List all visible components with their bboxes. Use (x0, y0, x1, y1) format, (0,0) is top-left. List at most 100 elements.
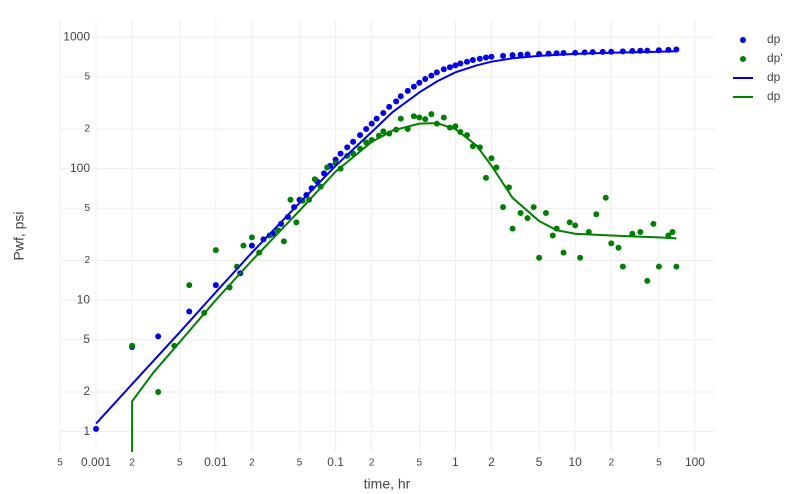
data-point (287, 196, 294, 203)
legend-label: dp (767, 89, 781, 103)
legend-label: dp (767, 32, 781, 46)
data-point (428, 72, 435, 79)
data-point (386, 103, 393, 110)
data-point (248, 234, 255, 241)
data-point (629, 230, 636, 237)
data-point (482, 54, 489, 61)
data-point (416, 79, 423, 86)
data-point (602, 194, 609, 201)
x-tick-label: 5 (177, 458, 183, 469)
y-axis-title: Pwf, psi (11, 211, 27, 260)
x-tick-label: 5 (417, 458, 423, 469)
data-point (488, 53, 495, 60)
y-tick-label: 10 (77, 292, 91, 306)
data-point (240, 242, 247, 249)
x-tick-label: 5 (57, 458, 63, 469)
data-point (577, 254, 584, 261)
data-point (397, 93, 404, 100)
data-point (566, 219, 573, 226)
y-tick-label: 1 (83, 424, 90, 438)
data-point (476, 55, 483, 62)
data-point (155, 333, 162, 340)
data-point (446, 64, 453, 71)
legend-item: dp (740, 32, 781, 46)
x-tick-label: 0.001 (81, 455, 111, 469)
legend-item: dp (733, 89, 781, 103)
y-tick-label: 100 (70, 161, 90, 175)
data-point (673, 263, 680, 270)
data-point (593, 211, 600, 218)
data-point (542, 209, 549, 216)
data-point (410, 83, 417, 90)
y-tick-label: 5 (84, 203, 90, 214)
y-tick-label: 1000 (63, 29, 90, 43)
data-point (509, 225, 516, 232)
data-point (380, 128, 387, 135)
data-point (464, 58, 471, 65)
data-point (549, 232, 556, 239)
y-tick-label: 5 (84, 71, 90, 82)
data-point (337, 150, 344, 157)
data-point (517, 51, 524, 58)
data-point (212, 247, 219, 254)
data-point (350, 138, 357, 145)
data-point (524, 215, 531, 222)
data-point (530, 204, 537, 211)
data-point (344, 144, 351, 151)
data-point (500, 52, 507, 59)
legend-label: dp (767, 70, 781, 84)
data-point (509, 52, 516, 59)
data-point (428, 111, 435, 118)
data-point (373, 115, 380, 122)
data-point (280, 238, 287, 245)
data-point (440, 114, 447, 121)
x-tick-label: 1 (452, 455, 459, 469)
data-point (397, 115, 404, 122)
data-point (357, 132, 364, 139)
data-point (393, 98, 400, 105)
data-point (637, 228, 644, 235)
data-point (422, 116, 429, 123)
plot-area (93, 46, 680, 452)
data-point (608, 240, 615, 247)
x-tick-label: 2 (369, 458, 375, 469)
x-tick-label: 0.1 (327, 455, 344, 469)
data-point (560, 249, 567, 256)
data-point (248, 242, 255, 249)
data-point (433, 69, 440, 76)
legend-item: dp (733, 70, 781, 84)
grid (59, 20, 715, 452)
data-point (572, 222, 579, 229)
data-point (212, 282, 219, 289)
data-point (410, 113, 417, 120)
model-line (131, 122, 677, 452)
data-point (650, 220, 657, 227)
data-point (452, 62, 459, 69)
data-point (669, 228, 676, 235)
data-point (488, 155, 495, 162)
x-tick-label: 2 (129, 458, 135, 469)
legend-item: dp' (740, 51, 783, 65)
x-axis-title: time, hr (364, 476, 411, 492)
legend-label: dp' (767, 51, 783, 65)
x-tick-label: 100 (685, 455, 705, 469)
x-tick-label: 0.01 (204, 455, 228, 469)
data-point (311, 176, 318, 183)
data-point (129, 342, 136, 349)
x-tick-label: 2 (488, 455, 495, 469)
y-tick-label: 2 (84, 124, 90, 135)
data-point (440, 66, 447, 73)
data-point (655, 263, 662, 270)
data-point (644, 277, 651, 284)
data-point (517, 209, 524, 216)
y-tick-label: 5 (83, 332, 90, 346)
x-tick-label: 5 (297, 458, 303, 469)
data-point (155, 389, 162, 396)
data-point (619, 263, 626, 270)
legend-marker (740, 56, 746, 62)
y-tick-label: 2 (83, 384, 90, 398)
x-tick-label: 2 (608, 458, 614, 469)
x-tick-label: 5 (536, 455, 543, 469)
data-point (404, 87, 411, 94)
